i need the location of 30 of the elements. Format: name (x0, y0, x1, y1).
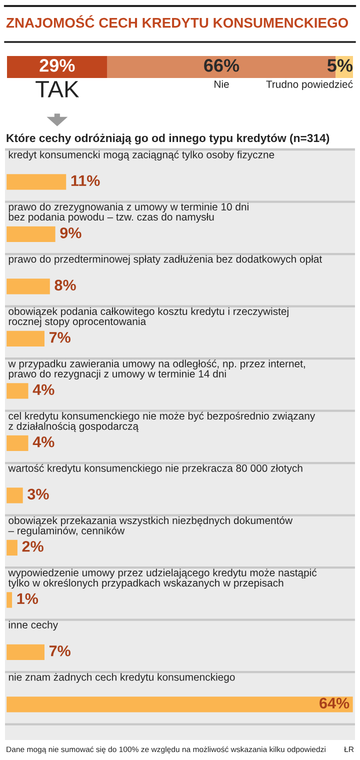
category-label: obowiązek podania całkowitego kosztu kredytu i rzeczywistej rocznej stopy oprocentowania (8, 307, 288, 328)
data-label: 4% (32, 384, 54, 396)
chart-title: ZNAJOMOŚĆ CECH KREDYTU KONSUMENCKIEGO (6, 15, 348, 28)
category-label: nie znam żadnych cech kredytu konsumenckiego (8, 673, 235, 683)
data-label: 66% (204, 59, 240, 72)
series-label: Trudno powiedzieć (266, 80, 353, 90)
data-label: 4% (32, 436, 54, 448)
series-label: TAK (36, 81, 79, 98)
category-label: kredyt konsumencki mogą zaciągnąć tylko osoby fizyczne (8, 150, 274, 160)
category-label: wartość kredytu konsumenckiego nie przekracza 80 000 złotych (8, 464, 302, 474)
data-label: 7% (49, 646, 70, 656)
data-label: 1% (17, 593, 38, 604)
data-label: 64% (320, 698, 350, 709)
category-label: inne cechy (8, 620, 58, 631)
data-label: 2% (22, 541, 44, 552)
category-label: obowiązek przekazania wszystkich niezbędnych dokumentów – regulaminów, cenników (8, 516, 293, 536)
category-label: cel kredytu konsumenckiego nie może być bezpośrednio związany z działalnością gospodarczą (8, 412, 316, 432)
category-label: w przypadku zawierania umowy na odległość, np. przez internet, prawo do rezygnacji z umowy w terminie 14 dni (8, 360, 305, 380)
data-label: 29% (40, 59, 75, 72)
data-label: 3% (28, 488, 49, 500)
series-label: Nie (214, 80, 229, 88)
data-label: 11% (71, 175, 100, 186)
data-label: 5% (327, 59, 353, 72)
data-label: 9% (60, 227, 82, 238)
category-label: wypowiedzenie umowy przez udzielającego kredytu może nastąpić tylko w określonych przypadkach wskazanych w przepisach (8, 568, 317, 589)
category-label: prawo do zrezygnowania z umowy w terminie 10 dni bez podania powodu – tzw. czas do namysłu (8, 202, 248, 223)
chart-title: Które cechy odróżniają go od innego typu kredytów (n=314) (6, 134, 330, 144)
data-label: 7% (49, 332, 70, 343)
data-label: 8% (54, 280, 76, 291)
category-label: prawo do przedterminowej spłaty zadłużenia bez dodatkowych opłat (8, 255, 322, 265)
